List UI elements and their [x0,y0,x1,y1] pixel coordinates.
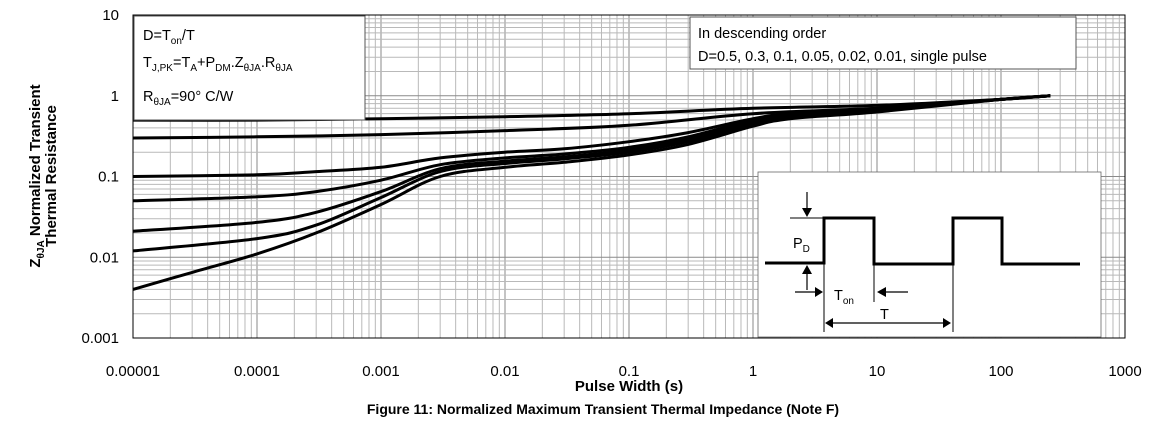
x-tick-label: 1000 [1108,363,1141,380]
legend-note-line1: In descending order [698,26,826,42]
legend-note-box-frame [689,16,1077,70]
x-tick-label: 0.00001 [106,363,160,380]
formula-box: D=Ton/T TJ,PK=TA+PDM.ZθJA.RθJA RθJA=90° … [133,15,366,121]
y-tick-label: 0.001 [81,330,119,347]
y-tick-label: 0.01 [90,249,119,266]
pulse-waveform [765,216,1080,266]
legend-note-line2: D=0.5, 0.3, 0.1, 0.05, 0.02, 0.01, singl… [698,49,987,65]
junction-temp-formula: TJ,PK=TA+PDM.ZθJA.RθJA [143,55,293,74]
ton-arrow-left-head [815,287,823,297]
figure-caption: Figure 11: Normalized Maximum Transient … [367,401,839,417]
formula-box-frame [133,15,366,121]
pd-arrow-down-head [802,208,812,217]
inset-frame [757,171,1102,338]
y-tick-label: 0.1 [98,169,119,186]
period-arrow-right-head [943,318,951,328]
x-tick-label: 0.0001 [234,363,280,380]
series-line-6 [132,94,1051,291]
pulse-diagram-inset: PD Ton T [757,171,1102,338]
y-tick-label: 1 [111,88,119,105]
x-tick-labels: 0.00001 0.0001 0.001 0.01 0.1 1 10 100 1000 [106,363,1142,380]
y-axis-label-line1: ZθJA Normalized Transient [27,84,47,267]
y-axis-label: ZθJA Normalized Transient Thermal Resist… [27,84,60,267]
pd-label: PD [793,236,810,255]
period-arrow-left-head [825,318,833,328]
x-tick-label: 0.1 [619,363,640,380]
x-tick-label: 100 [988,363,1013,380]
ton-arrow-right-head [877,287,886,297]
duty-cycle-formula: D=Ton/T [143,28,195,47]
x-tick-label: 0.001 [362,363,400,380]
rthja-value: RθJA=90° C/W [143,89,234,108]
pd-arrow-up-head [802,265,812,274]
y-axis-label-line2: Thermal Resistance [43,105,60,247]
legend-note-box: In descending order D=0.5, 0.3, 0.1, 0.0… [689,16,1077,70]
y-tick-labels: 0.001 0.01 0.1 1 10 [81,7,119,347]
x-tick-label: 1 [749,363,757,380]
x-tick-label: 10 [869,363,886,380]
y-tick-label: 10 [102,7,119,24]
ton-label: Ton [834,288,854,307]
x-tick-label: 0.01 [490,363,519,380]
period-label: T [880,307,889,323]
x-axis-label: Pulse Width (s) [575,378,683,395]
